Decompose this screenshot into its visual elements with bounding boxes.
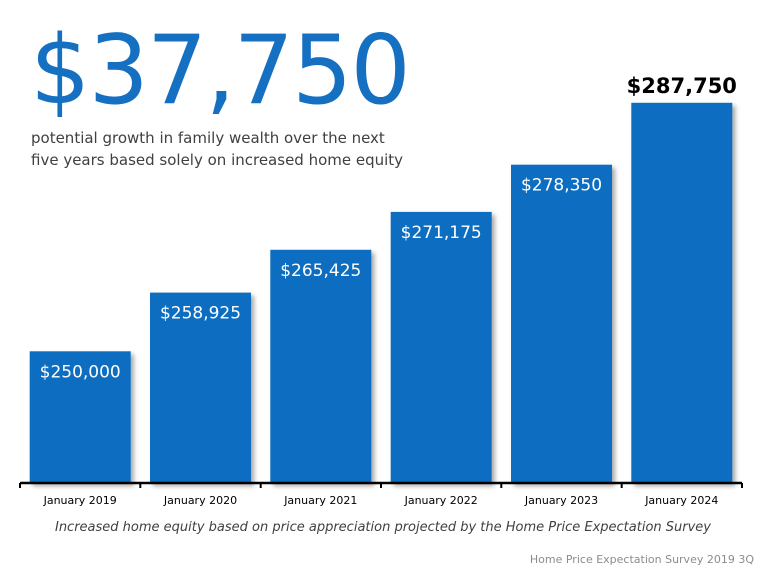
headline-description-line-2: five years based solely on increased hom… [31, 151, 404, 169]
footnote: Increased home equity based on price app… [54, 520, 711, 535]
bar-january-2020 [150, 292, 251, 483]
headline-description-line-1: potential growth in family wealth over t… [31, 129, 385, 147]
x-tick-label: January 2023 [524, 494, 598, 507]
bar-value-label: $265,425 [280, 261, 361, 281]
x-tick-label: January 2020 [163, 494, 237, 507]
source-note: Home Price Expectation Survey 2019 3Q [529, 553, 754, 566]
bar-january-2019 [29, 351, 131, 483]
bar-january-2024 [631, 102, 733, 484]
x-tick-label: January 2019 [43, 494, 117, 507]
x-axis-labels: January 2019 January 2020 January 2021 Janu… [43, 494, 719, 507]
x-tick-label: January 2024 [644, 494, 718, 507]
bar-january-2021 [270, 249, 372, 483]
bar-january-2023 [511, 164, 612, 483]
bar-january-2022 [390, 211, 492, 483]
bar-value-label: $250,000 [40, 362, 121, 382]
bar-value-label: $278,350 [521, 176, 602, 196]
x-tick-label: January 2021 [283, 494, 357, 507]
headline-description: potential growth in family wealth over t… [31, 127, 431, 171]
bar-value-label: $271,175 [401, 223, 482, 243]
bars-group: $250,000 $258,925 $265,425 $271,175 $278,350… [29, 74, 737, 484]
headline-amount: $37,750 [30, 16, 411, 126]
bar-value-label: $287,750 [627, 74, 737, 98]
x-axis [19, 481, 743, 488]
bar-value-label: $258,925 [160, 304, 241, 324]
x-tick-label: January 2022 [404, 494, 478, 507]
